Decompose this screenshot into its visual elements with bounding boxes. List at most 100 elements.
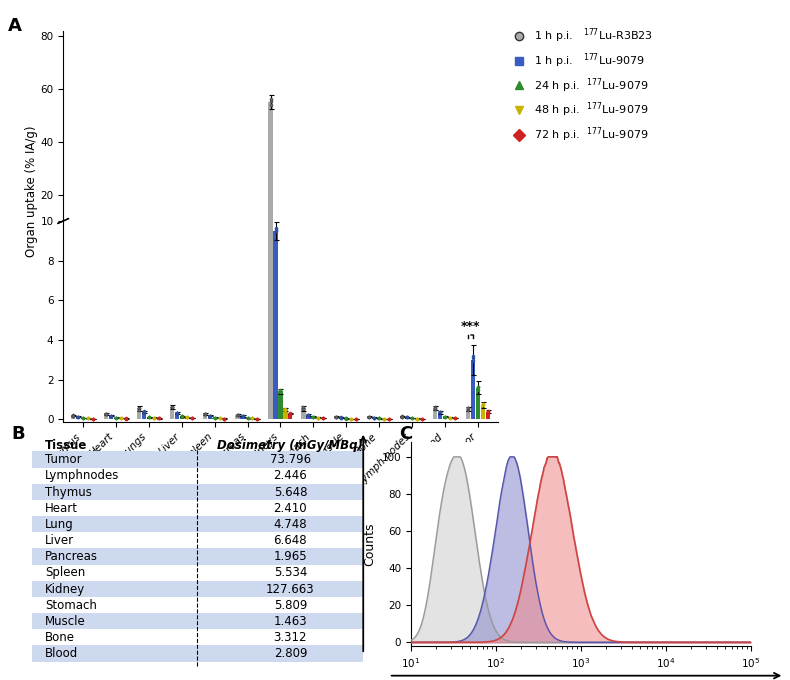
Point <box>175 411 188 422</box>
Bar <box>311 417 315 420</box>
Point <box>335 412 348 423</box>
Text: 1.463: 1.463 <box>273 615 307 628</box>
Point <box>307 411 320 422</box>
Bar <box>213 418 216 420</box>
Point <box>330 411 343 422</box>
Point <box>137 406 150 417</box>
Point <box>444 412 457 423</box>
Bar <box>480 405 485 420</box>
Point <box>171 408 183 419</box>
Point <box>115 413 127 424</box>
Point <box>279 405 292 415</box>
Point <box>317 413 329 424</box>
FancyBboxPatch shape <box>32 516 363 532</box>
Bar <box>170 407 174 420</box>
FancyBboxPatch shape <box>32 613 363 629</box>
Point <box>350 413 363 424</box>
Point <box>302 409 314 420</box>
Point <box>438 411 451 422</box>
Bar <box>137 408 141 420</box>
Text: Thymus: Thymus <box>45 486 92 498</box>
Y-axis label: Counts: Counts <box>363 522 376 566</box>
Point <box>297 403 310 413</box>
FancyBboxPatch shape <box>32 483 363 500</box>
FancyBboxPatch shape <box>32 629 363 645</box>
Point <box>482 406 495 417</box>
Point <box>345 413 358 424</box>
Text: 2.446: 2.446 <box>273 469 307 483</box>
Point <box>297 401 310 412</box>
Point <box>142 412 155 423</box>
Text: Muscle: Muscle <box>45 615 85 628</box>
Point <box>137 407 150 418</box>
Bar <box>448 418 452 420</box>
Bar <box>190 418 194 420</box>
Point <box>104 410 117 421</box>
Point <box>279 405 292 415</box>
Point <box>434 406 446 417</box>
Bar <box>76 417 81 420</box>
Point <box>142 412 155 423</box>
Bar <box>405 418 409 420</box>
Point <box>213 413 226 424</box>
Bar <box>152 418 156 420</box>
Bar <box>269 221 273 420</box>
Point <box>340 413 352 424</box>
Point <box>482 407 495 418</box>
Point <box>467 353 480 364</box>
Point <box>307 411 320 422</box>
Point <box>396 411 408 422</box>
Point <box>382 413 395 424</box>
Point <box>209 412 221 423</box>
Point <box>213 413 226 424</box>
Point <box>246 413 259 424</box>
Point <box>461 403 474 413</box>
Point <box>363 412 375 423</box>
Point <box>251 413 264 424</box>
Point <box>269 222 282 233</box>
Point <box>104 411 117 422</box>
Point <box>115 413 127 424</box>
Point <box>110 412 122 423</box>
Bar <box>443 417 447 420</box>
Point <box>312 413 325 424</box>
Bar <box>453 418 457 420</box>
Text: C: C <box>399 425 412 443</box>
Point <box>406 413 419 424</box>
Point <box>312 412 325 423</box>
Point <box>429 403 442 413</box>
Bar <box>184 418 189 420</box>
Text: 4.748: 4.748 <box>273 518 307 531</box>
Point <box>368 412 381 423</box>
Point <box>373 413 386 424</box>
Bar <box>269 102 273 221</box>
Point <box>110 412 122 423</box>
Point <box>231 410 244 421</box>
Point <box>119 413 132 424</box>
Point <box>77 413 89 424</box>
Point <box>264 96 276 107</box>
Bar <box>114 418 118 420</box>
Point <box>401 412 413 423</box>
Point <box>203 410 216 421</box>
Point <box>312 412 325 423</box>
Bar <box>147 418 151 420</box>
Text: 6.648: 6.648 <box>273 534 307 547</box>
Point <box>246 413 259 424</box>
Point <box>142 412 155 423</box>
Point <box>396 411 408 422</box>
Point <box>335 412 348 423</box>
FancyBboxPatch shape <box>32 597 363 613</box>
Point <box>444 412 457 423</box>
Point <box>72 411 85 422</box>
FancyBboxPatch shape <box>32 452 363 468</box>
Point <box>279 404 292 415</box>
Point <box>72 411 85 422</box>
Point <box>198 409 211 420</box>
Point <box>119 413 132 424</box>
Point <box>264 99 276 110</box>
Text: Stomach: Stomach <box>45 599 96 612</box>
Bar <box>288 413 292 420</box>
Point <box>411 413 423 424</box>
Point <box>115 413 127 424</box>
